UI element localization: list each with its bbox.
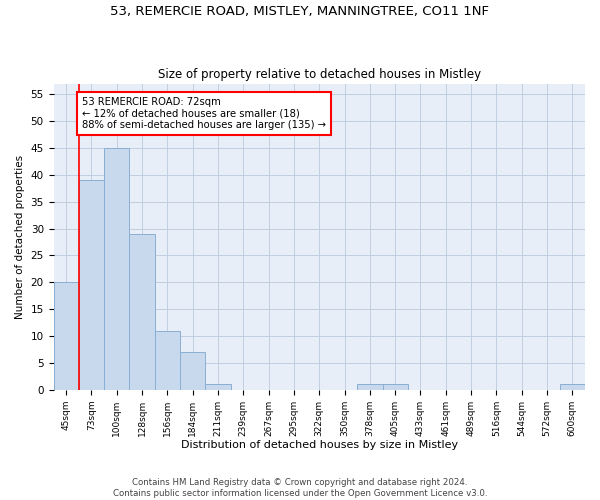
Text: 53 REMERCIE ROAD: 72sqm
← 12% of detached houses are smaller (18)
88% of semi-de: 53 REMERCIE ROAD: 72sqm ← 12% of detache… <box>82 97 326 130</box>
Bar <box>130 234 155 390</box>
Title: Size of property relative to detached houses in Mistley: Size of property relative to detached ho… <box>158 68 481 81</box>
Y-axis label: Number of detached properties: Number of detached properties <box>15 154 25 318</box>
Bar <box>560 384 585 390</box>
Text: Contains HM Land Registry data © Crown copyright and database right 2024.
Contai: Contains HM Land Registry data © Crown c… <box>113 478 487 498</box>
X-axis label: Distribution of detached houses by size in Mistley: Distribution of detached houses by size … <box>181 440 458 450</box>
Bar <box>383 384 408 390</box>
Bar <box>155 330 180 390</box>
Bar <box>357 384 383 390</box>
Bar <box>104 148 130 390</box>
Bar <box>53 282 79 390</box>
Bar <box>205 384 230 390</box>
Bar <box>180 352 205 390</box>
Bar <box>79 180 104 390</box>
Text: 53, REMERCIE ROAD, MISTLEY, MANNINGTREE, CO11 1NF: 53, REMERCIE ROAD, MISTLEY, MANNINGTREE,… <box>110 5 490 18</box>
